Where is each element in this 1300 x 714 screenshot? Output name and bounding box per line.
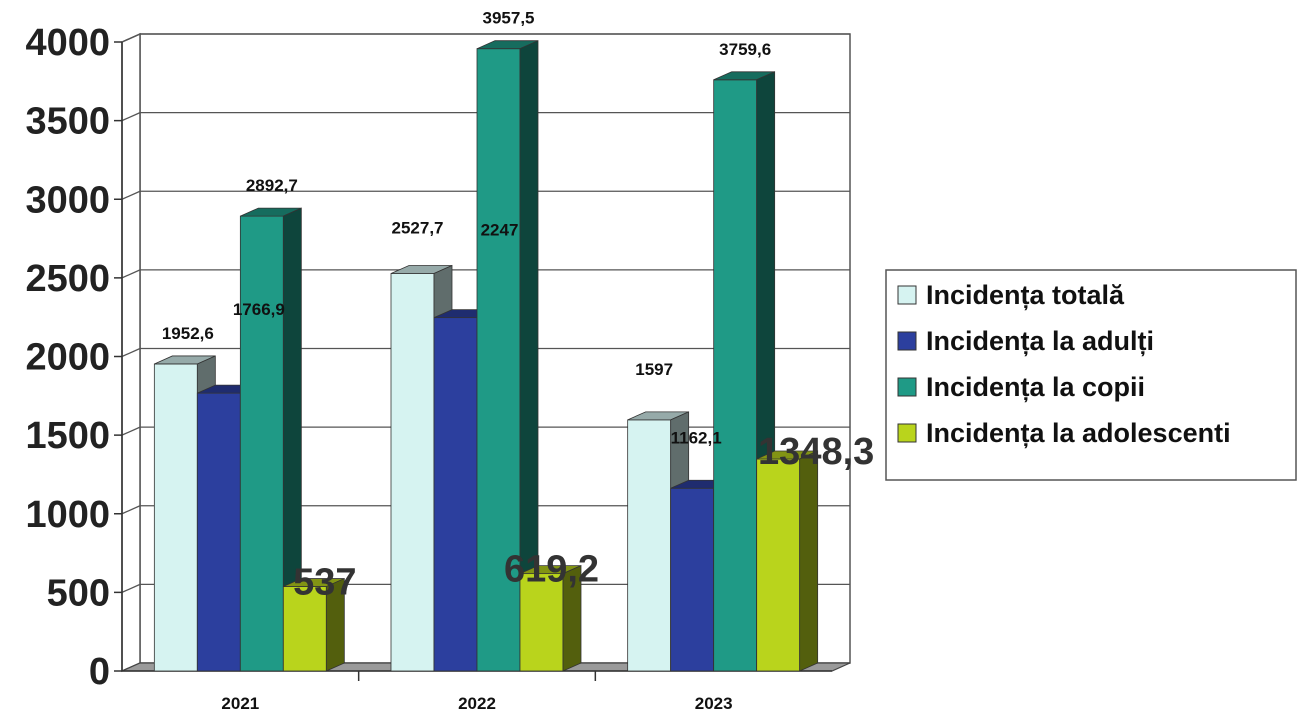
bar-front: [519, 573, 564, 672]
x-tick-label: 2022: [458, 694, 496, 713]
bar-front: [153, 363, 198, 672]
legend-label: Incidența totală: [926, 280, 1125, 310]
bar: [282, 577, 345, 672]
gridline-side: [121, 190, 141, 200]
data-labels: 1952,6 2527,7 1597 1766,9 2247 1162,1 2892,7 39…: [162, 9, 874, 604]
legend-swatch: [897, 423, 917, 443]
bar: [713, 71, 776, 672]
gridline-side: [121, 347, 141, 358]
y-tick-label: 3000: [25, 179, 110, 221]
y-tick-label: 1000: [25, 494, 110, 536]
data-label: 537: [293, 562, 356, 604]
x-tick-label: 2023: [695, 694, 733, 713]
data-label: 1162,1: [671, 428, 722, 447]
y-tick-label: 4000: [25, 22, 110, 64]
data-label: 1348,3: [758, 431, 874, 473]
data-label: 2247: [481, 221, 519, 240]
legend-swatch: [897, 377, 917, 397]
data-label: 1952,6: [162, 324, 214, 343]
legend-swatch: [897, 331, 917, 351]
y-tick-label: 2500: [25, 258, 110, 300]
data-label: 1597: [635, 360, 673, 379]
data-label: 619,2: [504, 549, 599, 591]
y-tick-label: 500: [47, 572, 110, 614]
bar-front: [239, 215, 284, 672]
x-axis: 2021 2022 2023: [122, 670, 832, 713]
bar-front: [476, 48, 521, 672]
gridline-side: [121, 269, 141, 279]
bar-front: [713, 79, 758, 672]
y-tick-label: 1500: [25, 415, 110, 457]
gridline-side: [121, 505, 141, 515]
bar-side: [562, 565, 582, 672]
bar: [239, 207, 302, 672]
y-tick-label: 2000: [25, 337, 110, 379]
data-label: 2527,7: [392, 219, 444, 238]
bar-front: [627, 419, 672, 672]
legend-box: [885, 269, 1297, 481]
gridline-side: [121, 112, 141, 122]
bar-side: [799, 450, 819, 672]
legend-label: Incidența la copii: [926, 372, 1145, 402]
data-label: 3759,6: [719, 40, 771, 59]
bars: [153, 40, 819, 672]
bar-front: [390, 273, 435, 672]
bar: [756, 450, 819, 672]
bar-side: [325, 577, 345, 672]
y-tick-label: 0: [89, 651, 110, 693]
data-label: 3957,5: [483, 9, 535, 28]
bar-front: [196, 392, 241, 672]
bar-front: [670, 487, 715, 672]
legend-label: Incidența la adolescenti: [926, 418, 1231, 448]
y-axis: 0 500 1000 1500 2000 2500 3000 3500 4000: [25, 22, 123, 693]
data-label: 1766,9: [233, 300, 285, 319]
bar: [476, 40, 539, 672]
bar: [519, 565, 582, 672]
legend: Incidența totală Incidența la adulți Incid…: [885, 269, 1297, 481]
y-tick-label: 3500: [25, 101, 110, 143]
bar-front: [433, 317, 478, 672]
x-tick-label: 2021: [221, 694, 259, 713]
legend-swatch: [897, 285, 917, 305]
gridline-side: [121, 426, 141, 436]
gridline-side: [121, 583, 141, 593]
bar-front: [756, 458, 801, 672]
legend-label: Incidența la adulți: [926, 326, 1154, 356]
gridline-side: [121, 33, 141, 43]
data-label: 2892,7: [246, 176, 298, 195]
